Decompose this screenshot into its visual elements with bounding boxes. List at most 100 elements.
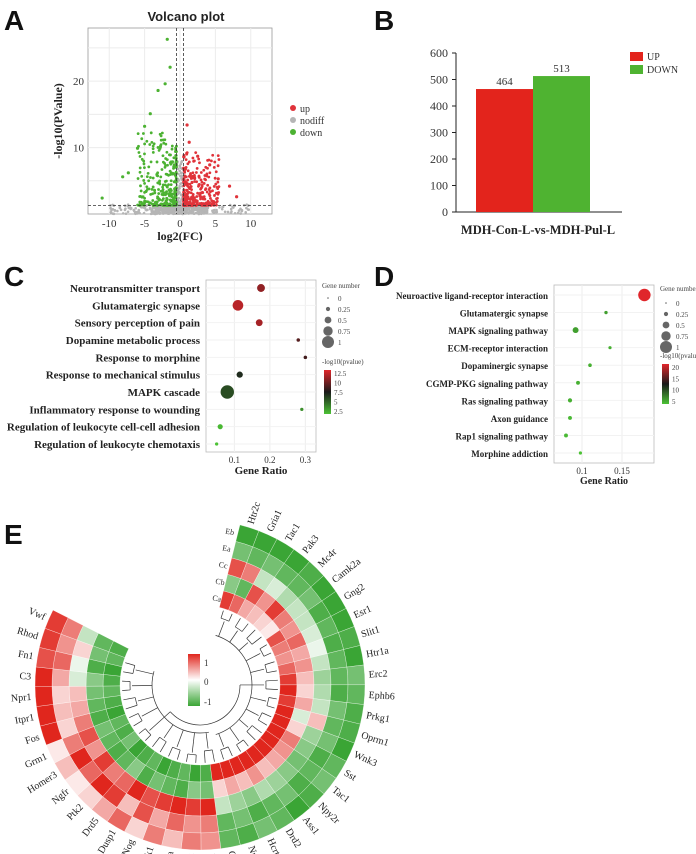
dendro-join bbox=[220, 746, 229, 751]
down-point bbox=[155, 160, 159, 164]
size-legend-dot bbox=[663, 311, 669, 317]
gene-label: Npy bbox=[245, 845, 261, 854]
gene-label: Slit1 bbox=[360, 624, 381, 640]
nodiff-point bbox=[150, 211, 154, 214]
heatmap-cell bbox=[343, 645, 364, 668]
nodiff-point bbox=[178, 164, 181, 168]
bar-y-tick: 100 bbox=[430, 179, 448, 193]
dendro-branch bbox=[246, 731, 256, 741]
heatmap-cell bbox=[312, 668, 332, 686]
up-point bbox=[203, 177, 207, 181]
down-point bbox=[174, 195, 177, 199]
heatmap-cell bbox=[279, 673, 298, 686]
highlight-point-down bbox=[121, 175, 125, 179]
down-point bbox=[145, 200, 149, 204]
sample-label: Eb bbox=[225, 527, 235, 538]
down-point bbox=[169, 153, 172, 157]
bar-y-tick: 300 bbox=[430, 126, 448, 140]
down-point bbox=[140, 137, 144, 141]
gene-label: Drd5 bbox=[80, 816, 101, 839]
dendro-branch bbox=[145, 734, 152, 741]
dendro-join bbox=[257, 712, 263, 721]
down-point bbox=[161, 197, 165, 200]
up-point bbox=[207, 188, 211, 191]
size-legend-label: 0 bbox=[338, 295, 342, 303]
down-point bbox=[173, 190, 177, 194]
up-point bbox=[215, 197, 218, 201]
nodiff-point bbox=[199, 212, 203, 215]
dendro-join bbox=[264, 664, 268, 673]
gene-label: Ephb6 bbox=[368, 690, 395, 703]
dendro-branch bbox=[258, 719, 268, 726]
colorbar-label: 20 bbox=[672, 364, 680, 372]
up-point bbox=[194, 151, 198, 155]
gene-label: Esr1 bbox=[352, 604, 373, 622]
heatmap-cell bbox=[180, 831, 202, 851]
down-point bbox=[157, 148, 161, 152]
down-point bbox=[151, 150, 155, 154]
size-legend-dot bbox=[660, 341, 672, 353]
up-point bbox=[188, 182, 192, 186]
down-point bbox=[161, 185, 165, 189]
up-point bbox=[184, 158, 188, 162]
down-point bbox=[170, 193, 174, 197]
gene-label: Nog bbox=[120, 838, 137, 854]
gene-label: Oprm1 bbox=[360, 730, 390, 749]
down-point bbox=[157, 192, 161, 195]
down-point bbox=[151, 176, 155, 180]
up-point bbox=[212, 185, 216, 188]
nodiff-point bbox=[246, 208, 250, 211]
go-x-ticks: 0.1 0.2 0.3 bbox=[229, 455, 312, 465]
gene-label: Htr2c bbox=[246, 500, 263, 526]
heatmap-cell bbox=[102, 685, 121, 698]
gene-label: Gng2 bbox=[342, 582, 367, 603]
nodiff-point bbox=[180, 198, 183, 201]
down-point bbox=[146, 172, 150, 175]
down-point bbox=[170, 147, 174, 151]
up-point bbox=[187, 197, 191, 201]
up-point bbox=[192, 159, 195, 163]
term-label: Regulation of leukocyte cell-cell adhesi… bbox=[7, 422, 200, 434]
nodiff-point bbox=[121, 212, 125, 215]
up-point bbox=[214, 182, 218, 186]
down-point bbox=[140, 195, 144, 199]
down-point bbox=[169, 179, 173, 183]
gene-label: Ass1 bbox=[300, 815, 321, 838]
up-point bbox=[203, 202, 207, 206]
heatmap-color-key: 1 0 -1 bbox=[188, 654, 212, 707]
down-point bbox=[143, 181, 146, 185]
nodiff-point bbox=[180, 160, 183, 164]
up-point bbox=[187, 160, 191, 164]
term-dot bbox=[255, 319, 263, 327]
up-point bbox=[204, 187, 208, 190]
dendro-branch bbox=[186, 753, 189, 762]
dendro-branch bbox=[261, 712, 272, 718]
term-label: ECM-receptor interaction bbox=[448, 344, 548, 354]
dendro-branch bbox=[138, 728, 146, 734]
dendro-join bbox=[144, 728, 152, 736]
gene-label: Rhod bbox=[16, 626, 40, 643]
up-point bbox=[192, 196, 195, 200]
up-point bbox=[193, 177, 197, 181]
volcano-ticks: -10 -5 0 5 10 10 20 bbox=[73, 76, 257, 230]
dendro-stem bbox=[238, 719, 249, 728]
down-point bbox=[159, 138, 163, 142]
up-point bbox=[184, 196, 188, 200]
heatmap-cell bbox=[51, 686, 71, 705]
gene-label: Grm1 bbox=[23, 751, 49, 771]
dendro-branch bbox=[265, 688, 278, 690]
dendro-branch bbox=[123, 671, 134, 674]
dendro-branch bbox=[236, 744, 241, 752]
colorbar-label-mid: 0 bbox=[204, 677, 209, 687]
up-point bbox=[185, 182, 189, 186]
down-point bbox=[142, 179, 146, 182]
down-point bbox=[164, 157, 168, 160]
nodiff-point bbox=[133, 211, 137, 215]
term-dot bbox=[638, 288, 651, 302]
up-point bbox=[210, 159, 213, 163]
volcano-grid bbox=[88, 28, 272, 214]
down-point bbox=[142, 132, 145, 135]
dendro-stem bbox=[245, 708, 259, 716]
nodiff-point bbox=[199, 206, 203, 209]
size-legend-dot bbox=[665, 302, 667, 304]
